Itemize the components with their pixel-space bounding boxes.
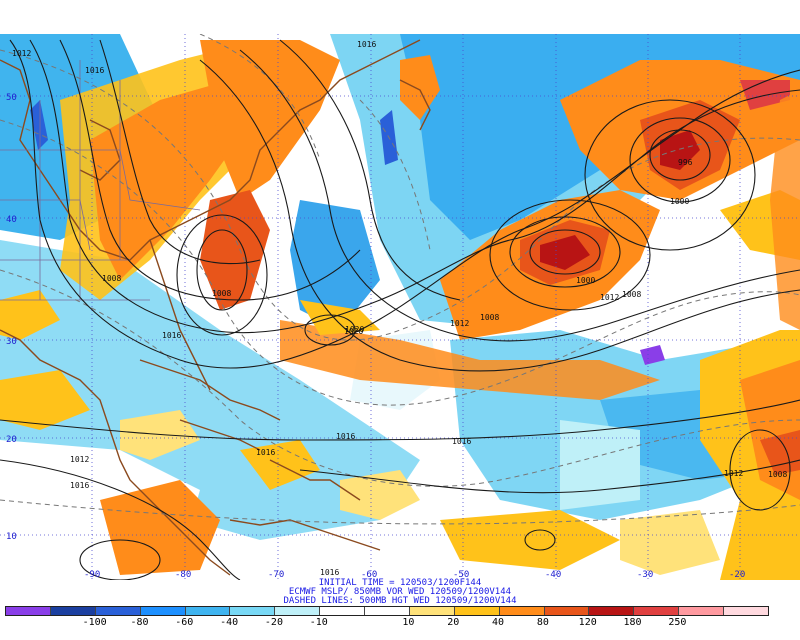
- lon-label: -40: [545, 570, 561, 580]
- caption-fields: ECMWF MSLP/ 850MB VOR WED 120509/1200V14…: [288, 587, 512, 597]
- legend-swatch: [724, 607, 768, 615]
- isobar-label: 1000: [576, 276, 595, 285]
- coastlines: [0, 39, 431, 576]
- legend-swatch: [95, 607, 141, 615]
- isobar-label: 1000: [670, 197, 689, 206]
- weather-map: 1012 1016 1008 1020 1016 1016 1012 1016 …: [0, 34, 800, 580]
- legend-swatch: [454, 607, 500, 615]
- legend-swatch: [409, 607, 455, 615]
- legend-swatch: [679, 607, 724, 615]
- map-canvas: 1012 1016 1008 1020 1016 1016 1012 1016 …: [0, 34, 800, 580]
- legend-label: -80: [130, 617, 149, 628]
- isobar-label: 1016: [70, 481, 89, 490]
- legend-label: 180: [623, 617, 642, 628]
- lon-label: -20: [729, 570, 745, 580]
- legend-label: -100: [82, 617, 107, 628]
- lon-label: -60: [361, 570, 377, 580]
- isobar-labels: 1012 1016 1008 1020 1016 1016 1012 1016 …: [12, 40, 787, 577]
- legend-swatch: [6, 607, 51, 615]
- legend-label: 80: [536, 617, 549, 628]
- legend-swatch: [185, 607, 231, 615]
- isobar-label: 1016: [85, 66, 104, 75]
- legend-swatch: [499, 607, 545, 615]
- map-caption: INITIAL TIME = 120503/1200F144 ECMWF MSL…: [0, 579, 800, 606]
- isobar-label: 1016: [162, 331, 181, 340]
- legend-swatch: [365, 607, 410, 615]
- legend-label: -20: [264, 617, 283, 628]
- longitude-labels: -90 -80 -70 -60 -50 -40 -30 -20: [84, 570, 745, 580]
- lon-label: -90: [84, 570, 100, 580]
- isobar-label: 1020: [345, 325, 364, 334]
- isobar-label: 1016: [336, 432, 355, 441]
- legend-swatch: [140, 607, 186, 615]
- isobar-label: 1012: [70, 455, 89, 464]
- lat-label: 30: [6, 337, 17, 347]
- lat-label: 40: [6, 215, 17, 225]
- isobar-label: 1016: [357, 40, 376, 49]
- lat-label: 50: [6, 93, 17, 103]
- isobar-label: 1012: [12, 49, 31, 58]
- legend-swatch: [544, 607, 590, 615]
- lon-label: -70: [268, 570, 284, 580]
- legend-label: -10: [309, 617, 328, 628]
- color-legend-labels: -100 -80 -60 -40 -20 -10 10 20 40 80 120 180 250: [5, 617, 767, 629]
- lat-label: 20: [6, 435, 17, 445]
- isobars: [0, 39, 800, 580]
- legend-label: 250: [668, 617, 687, 628]
- lon-label: -30: [637, 570, 653, 580]
- lon-label: -50: [453, 570, 469, 580]
- legend-label: 20: [447, 617, 460, 628]
- isobar-label: 1008: [102, 274, 121, 283]
- isobar-label: 1020: [344, 327, 363, 336]
- isobar-label: 1008: [768, 470, 787, 479]
- isobar-label: 1008: [622, 290, 641, 299]
- legend-label: -40: [220, 617, 239, 628]
- isobar-label: 1012: [450, 319, 469, 328]
- caption-initial-time: INITIAL TIME = 120503/1200F144: [318, 578, 482, 588]
- lon-label: -80: [175, 570, 191, 580]
- isobar-label: 1012: [724, 469, 743, 478]
- legend-swatch: [320, 607, 365, 615]
- color-legend-bar: [5, 606, 769, 616]
- isobar-label: 1016: [320, 568, 339, 577]
- legend-swatch: [50, 607, 96, 615]
- legend-label: 10: [402, 617, 415, 628]
- legend-swatch: [230, 607, 276, 615]
- state-borders: [0, 60, 201, 301]
- legend-label: -60: [175, 617, 194, 628]
- isobar-label: 1016: [452, 437, 471, 446]
- lat-lon-grid: [0, 34, 800, 580]
- legend-swatch: [589, 607, 635, 615]
- legend-swatch: [634, 607, 680, 615]
- legend-label: 120: [578, 617, 597, 628]
- caption-dashed-lines: DASHED LINES: 500MB HGT WED 120509/1200V…: [283, 596, 517, 606]
- lat-label: 10: [6, 532, 17, 542]
- latitude-labels: 50 40 30 20 10: [6, 93, 17, 542]
- legend-label: 40: [492, 617, 505, 628]
- isobar-label: 1016: [256, 448, 275, 457]
- legend-swatch: [275, 607, 321, 615]
- isobar-label: 996: [678, 158, 693, 167]
- isobar-label: 1008: [212, 289, 231, 298]
- isobar-label: 1008: [480, 313, 499, 322]
- isobar-label: 1012: [600, 293, 619, 302]
